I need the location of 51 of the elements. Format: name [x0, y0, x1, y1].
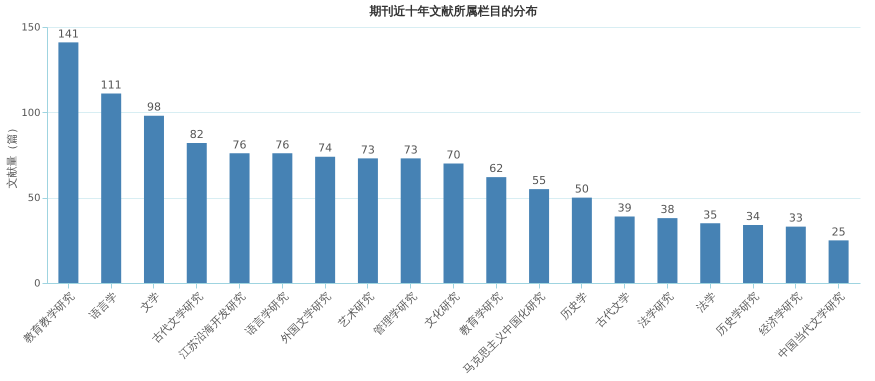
data-label: 35	[703, 208, 718, 222]
data-label: 70	[446, 148, 460, 162]
data-label: 55	[532, 174, 546, 188]
data-label: 111	[100, 78, 122, 92]
x-tick-label: 历史学	[558, 290, 590, 322]
data-label: 34	[746, 210, 760, 223]
bar	[272, 153, 292, 283]
bar	[186, 143, 207, 283]
y-axis-title: 文献量（篇）	[5, 122, 18, 188]
bar	[657, 218, 678, 283]
y-tick-label: 0	[34, 278, 40, 290]
x-tick-label: 文学	[138, 290, 162, 315]
bar	[700, 223, 720, 283]
data-label: 39	[618, 201, 632, 214]
bar	[444, 164, 464, 283]
chart-title: 期刊近十年文献所属栏目的分布	[368, 4, 538, 18]
x-tick-label: 古代文学	[592, 290, 634, 330]
bar	[786, 226, 806, 283]
bar	[230, 153, 250, 283]
x-tick-label: 语言学	[87, 290, 120, 322]
x-tick-label: 教育教学研究	[21, 290, 77, 346]
data-label: 38	[660, 203, 674, 216]
data-label: 76	[275, 138, 290, 152]
bar	[572, 198, 592, 283]
y-tick-label: 100	[21, 108, 40, 119]
x-tick-label: 法学研究	[636, 290, 676, 330]
data-label: 141	[58, 27, 79, 40]
data-label: 25	[832, 225, 846, 238]
bar	[529, 189, 550, 283]
bar	[828, 240, 849, 283]
bar	[358, 158, 378, 283]
data-label: 73	[404, 143, 418, 156]
data-label: 73	[360, 143, 375, 156]
data-label: 33	[788, 212, 803, 225]
bar	[144, 116, 164, 283]
bar	[486, 177, 506, 283]
bar	[743, 224, 764, 283]
bar	[315, 156, 336, 283]
data-label: 82	[190, 128, 204, 142]
y-tick-label: 150	[21, 22, 40, 34]
data-label: 98	[146, 100, 161, 114]
data-label: 62	[489, 162, 504, 176]
x-tick-label: 法学	[694, 290, 719, 315]
y-tick-label: 50	[28, 193, 40, 204]
bar	[400, 158, 421, 283]
data-label: 76	[232, 138, 247, 152]
bar	[614, 216, 635, 283]
data-label: 74	[318, 142, 332, 155]
data-label: 50	[574, 182, 589, 196]
bar	[101, 94, 122, 283]
bar	[58, 42, 78, 283]
